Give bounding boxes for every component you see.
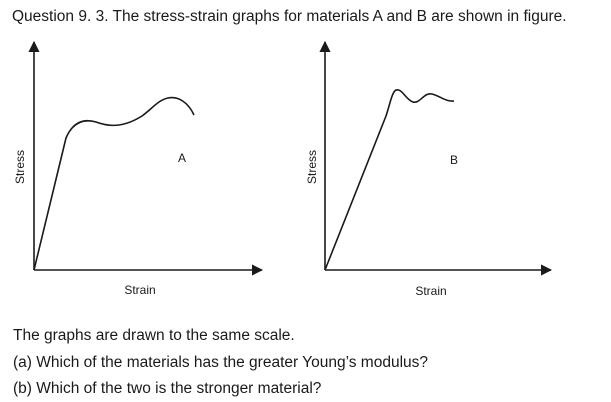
graph-a-xlabel: Strain: [124, 283, 155, 297]
scale-note: The graphs are drawn to the same scale.: [13, 327, 295, 344]
graph-a: A Strain Stress: [13, 40, 264, 297]
question-part-a: (a) Which of the materials has the great…: [13, 354, 429, 371]
graph-a-label: A: [178, 151, 186, 165]
question-title: Question 9. 3. The stress-strain graphs …: [12, 8, 567, 25]
graph-b: B Strain Stress: [305, 40, 553, 298]
graph-a-ylabel: Stress: [13, 150, 27, 184]
graph-b-label: B: [450, 153, 458, 167]
graph-b-xlabel: Strain: [415, 284, 446, 298]
graph-b-curve: [324, 89, 455, 271]
stress-strain-figure: A Strain Stress B Strain Stress: [0, 30, 611, 310]
graph-b-ylabel: Stress: [305, 150, 319, 184]
question-part-b: (b) Which of the two is the stronger mat…: [13, 380, 322, 397]
graph-a-curve: [33, 96, 195, 271]
